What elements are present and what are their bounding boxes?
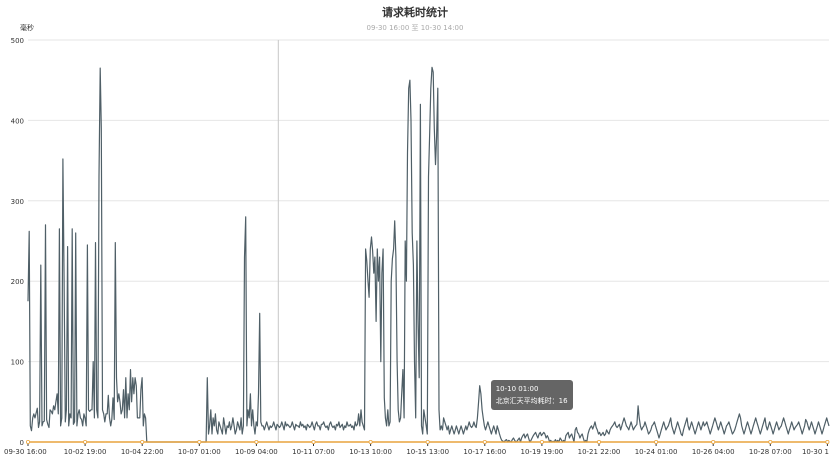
x-tick-label: 10-24 01:00: [635, 448, 678, 456]
series-points: [25, 439, 830, 444]
series-line-request-time[interactable]: [27, 66, 830, 443]
baseline-point: [482, 439, 487, 444]
chart-tooltip: 10-10 01:00 北京汇天平均耗时：16: [490, 380, 573, 410]
chart-title: 请求耗时统计: [382, 5, 448, 19]
x-tick-label: 10-04 22:00: [121, 448, 164, 456]
baseline-point: [654, 439, 659, 444]
x-tick-label: 10-15 13:00: [406, 448, 449, 456]
x-tick-label: 10-21 22:00: [578, 448, 621, 456]
y-tick-label: 300: [11, 198, 24, 206]
y-tick-label: 400: [11, 117, 24, 125]
x-tick-label: 10-19 19:00: [521, 448, 564, 456]
baseline-point: [254, 439, 259, 444]
y-tick-label: 200: [11, 278, 24, 286]
chart-subtitle: 09-30 16:00 至 10-30 14:00: [367, 24, 464, 32]
x-tick-label: 10-13 10:00: [349, 448, 392, 456]
x-tick-label: 10-30 1: [802, 448, 829, 456]
x-tick-label: 10-11 07:00: [292, 448, 335, 456]
y-axis-unit-label: 毫秒: [20, 23, 34, 32]
x-tick-label: 10-07 01:00: [178, 448, 221, 456]
baseline-point: [768, 439, 773, 444]
baseline-point: [311, 439, 316, 444]
baseline-point: [425, 439, 430, 444]
x-tick-label: 10-17 16:00: [463, 448, 506, 456]
x-tick-label: 10-09 04:00: [235, 448, 278, 456]
tooltip-time: 10-10 01:00: [495, 385, 539, 393]
x-axis-ticks: 09-30 16:00 10-02 19:00 10-04 22:00 10-07 0…: [4, 442, 829, 456]
x-tick-label: 10-02 19:00: [64, 448, 107, 456]
y-tick-label: 0: [20, 439, 24, 447]
baseline-point: [711, 439, 716, 444]
baseline-point: [140, 439, 145, 444]
baseline-point: [597, 439, 602, 444]
baseline-point: [197, 439, 202, 444]
baseline-point: [368, 439, 373, 444]
tooltip-value: 北京汇天平均耗时：16: [495, 397, 568, 405]
y-tick-label: 500: [11, 37, 24, 45]
y-tick-label: 100: [11, 359, 24, 367]
x-tick-label: 10-26 04:00: [692, 448, 735, 456]
baseline-point: [83, 439, 88, 444]
baseline-point: [539, 439, 544, 444]
baseline-point: [825, 439, 830, 444]
y-axis-ticks: 0 100 200 300 400 500: [11, 37, 24, 447]
x-tick-label: 10-28 07:00: [749, 448, 792, 456]
x-tick-label: 09-30 16:00: [4, 448, 47, 456]
baseline-point: [25, 439, 30, 444]
